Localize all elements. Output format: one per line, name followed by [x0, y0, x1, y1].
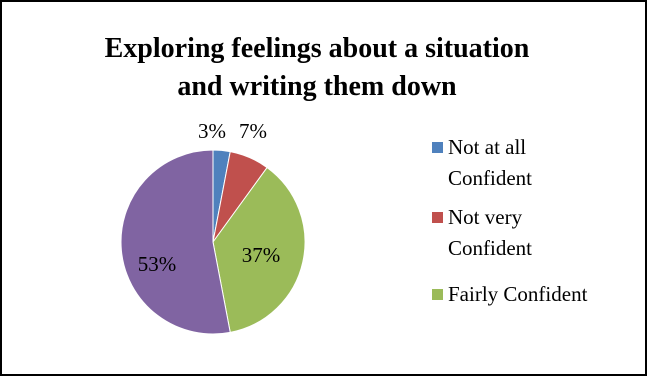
- legend-label-2-line-2: Confident: [448, 236, 532, 260]
- pie-data-label-2: 7%: [239, 119, 267, 143]
- legend-swatch-3: [432, 289, 443, 300]
- legend-label-1-line-1: Not at all: [448, 135, 526, 159]
- pie-data-label-3: 37%: [242, 243, 281, 267]
- legend-label-1-line-2: Confident: [448, 166, 532, 190]
- chart-title-line-1: Exploring feelings about a situation: [105, 33, 530, 64]
- pie-data-label-4: 53%: [138, 252, 177, 276]
- chart-title-line-2: and writing them down: [177, 71, 457, 102]
- pie-data-label-1: 3%: [198, 119, 226, 143]
- legend-label-3-line-1: Fairly Confident: [448, 282, 588, 306]
- legend-label-2-line-1: Not very: [448, 205, 523, 229]
- legend-swatch-2: [432, 212, 443, 223]
- pie-slices: [121, 150, 305, 334]
- legend-swatch-1: [432, 142, 443, 153]
